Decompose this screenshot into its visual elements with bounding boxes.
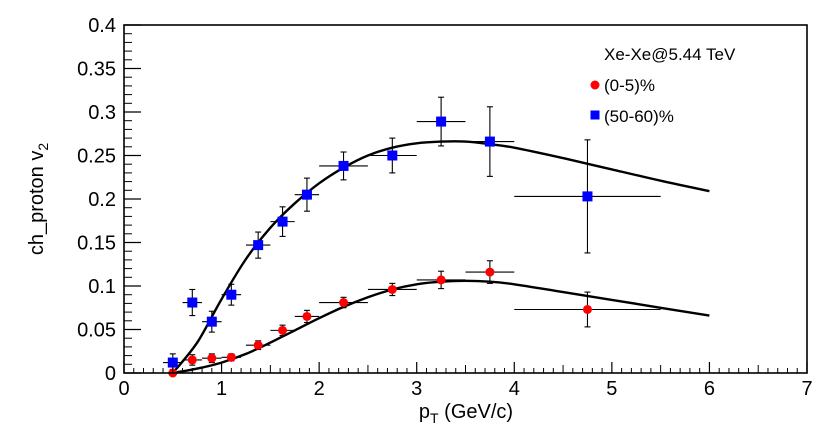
y-tick-label: 0.25 bbox=[77, 146, 116, 168]
y-axis-title-main: ch_proton v bbox=[26, 151, 48, 256]
y-tick-label: 0.05 bbox=[77, 320, 116, 342]
legend: Xe-Xe@5.44 TeV (0-5)% (50-60)% bbox=[590, 45, 736, 126]
y-tick-label: 0.4 bbox=[88, 15, 116, 37]
legend-title: Xe-Xe@5.44 TeV bbox=[604, 45, 736, 64]
x-axis-title-sub: T bbox=[430, 410, 439, 426]
data-markers bbox=[167, 116, 593, 378]
y-tick-label: 0.1 bbox=[88, 276, 116, 298]
x-tick-label: 5 bbox=[606, 378, 617, 400]
data-point-peripheral-50-60 bbox=[167, 357, 178, 368]
x-tick-label: 1 bbox=[216, 378, 227, 400]
y-axis-title-sub: 2 bbox=[35, 143, 51, 151]
data-point-peripheral-50-60 bbox=[253, 240, 264, 251]
data-point-peripheral-50-60 bbox=[436, 116, 447, 127]
y-tick-label: 0.15 bbox=[77, 233, 116, 255]
legend-marker-50-60 bbox=[590, 110, 600, 120]
x-axis-title-unit: (GeV/c) bbox=[439, 401, 513, 423]
data-point-central-0-5 bbox=[302, 311, 312, 321]
y-tick-label: 0.2 bbox=[88, 189, 116, 211]
data-point-central-0-5 bbox=[226, 352, 236, 362]
data-point-central-0-5 bbox=[436, 275, 446, 285]
data-point-peripheral-50-60 bbox=[582, 191, 593, 202]
data-point-central-0-5 bbox=[187, 355, 197, 365]
data-point-central-0-5 bbox=[207, 353, 217, 363]
y-tick-label: 0.3 bbox=[88, 102, 116, 124]
x-tick-label: 0 bbox=[118, 378, 129, 400]
data-point-central-0-5 bbox=[387, 284, 397, 294]
data-point-peripheral-50-60 bbox=[226, 289, 237, 300]
data-point-peripheral-50-60 bbox=[301, 189, 312, 200]
y-tick-label: 0.35 bbox=[77, 59, 116, 81]
data-point-peripheral-50-60 bbox=[387, 150, 398, 161]
x-tick-label: 7 bbox=[801, 378, 812, 400]
data-point-peripheral-50-60 bbox=[187, 297, 198, 308]
data-point-central-0-5 bbox=[485, 267, 495, 277]
data-point-central-0-5 bbox=[339, 298, 349, 308]
data-point-peripheral-50-60 bbox=[277, 216, 288, 227]
x-axis-title: pT (GeV/c) bbox=[419, 401, 513, 426]
y-axis-title: ch_proton v2 bbox=[26, 143, 51, 256]
data-point-peripheral-50-60 bbox=[206, 316, 217, 327]
x-tick-label: 2 bbox=[314, 378, 325, 400]
data-point-central-0-5 bbox=[278, 325, 288, 335]
x-tick-label: 3 bbox=[411, 378, 422, 400]
data-point-central-0-5 bbox=[253, 340, 263, 350]
x-axis-ticks: 0 1 2 3 4 5 6 7 bbox=[118, 362, 813, 400]
x-tick-label: 6 bbox=[704, 378, 715, 400]
data-point-peripheral-50-60 bbox=[338, 160, 349, 171]
x-tick-label: 4 bbox=[509, 378, 520, 400]
data-point-central-0-5 bbox=[582, 304, 592, 314]
y-axis-ticks: 0 0.05 0.1 0.15 0.2 0.25 0.3 0.35 0.4 bbox=[77, 15, 141, 385]
legend-label-0-5: (0-5)% bbox=[604, 76, 655, 95]
legend-marker-0-5 bbox=[590, 80, 600, 90]
x-axis-title-main: p bbox=[419, 401, 430, 423]
y-tick-label: 0 bbox=[105, 363, 116, 385]
data-point-peripheral-50-60 bbox=[484, 136, 495, 147]
legend-label-50-60: (50-60)% bbox=[604, 107, 674, 126]
